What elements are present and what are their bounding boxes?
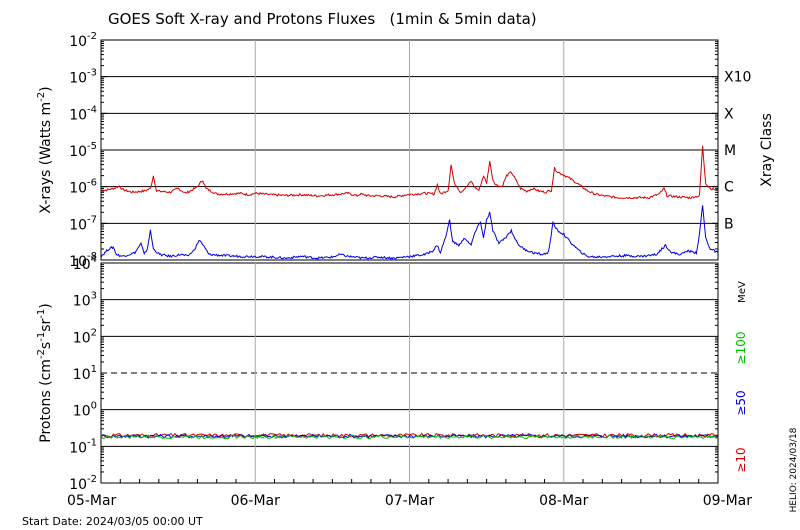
proton-y-tick-label: 102 bbox=[73, 327, 97, 346]
proton-y-tick-label: 101 bbox=[73, 364, 97, 383]
proton-series-group bbox=[100, 432, 719, 440]
proton-y-tick-label: 103 bbox=[73, 291, 97, 310]
xray-class-label: M bbox=[724, 143, 736, 159]
energy-threshold-label: ≥10 bbox=[734, 447, 748, 472]
xray-y-tick-label: 10-3 bbox=[69, 68, 97, 87]
xray-y-axis-label: X-rays (Watts m-2) bbox=[36, 86, 54, 213]
chart-title: GOES Soft X-ray and Protons Fluxes (1min… bbox=[108, 10, 537, 28]
xray-series-line bbox=[100, 145, 719, 200]
xray-grid bbox=[101, 39, 718, 261]
xray-y-tick-label: 10-8 bbox=[69, 251, 97, 270]
proton-y-tick-labels: 104 103 102 101 100 10-1 10-2 bbox=[69, 254, 97, 493]
x-tick-labels: 05-Mar 06-Mar 07-Mar 08-Mar 09-Mar bbox=[67, 493, 752, 509]
proton-series-line bbox=[100, 434, 719, 440]
x-tick-label: 08-Mar bbox=[539, 493, 589, 509]
proton-y-axis-label: Protons (cm-2s-1sr-1) bbox=[36, 303, 54, 442]
xray-y-tick-labels: 10-2 10-3 10-4 10-5 10-6 10-7 10-8 bbox=[69, 31, 97, 270]
xray-y-tick-label: 10-5 bbox=[69, 141, 97, 160]
mev-unit-label: MeV bbox=[737, 281, 748, 303]
proton-y-tick-label: 100 bbox=[73, 401, 97, 420]
x-tick-label: 05-Mar bbox=[67, 493, 117, 509]
start-date-label: Start Date: 2024/03/05 00:00 UT bbox=[22, 515, 203, 528]
x-tick-label: 07-Mar bbox=[385, 493, 435, 509]
energy-threshold-labels: ≥100 ≥50 ≥10 bbox=[734, 332, 748, 473]
xray-class-label: B bbox=[724, 216, 734, 232]
xray-y-tick-label: 10-7 bbox=[69, 214, 97, 233]
xray-series-line bbox=[100, 205, 719, 261]
energy-threshold-label: ≥50 bbox=[734, 390, 748, 415]
xray-class-title: Xray Class bbox=[759, 113, 775, 187]
helio-credit: HELIO: 2024/03/18 bbox=[789, 427, 799, 512]
energy-threshold-label: ≥100 bbox=[734, 332, 748, 365]
proton-y-tick-label: 104 bbox=[73, 254, 97, 273]
x-tick-label: 09-Mar bbox=[703, 493, 753, 509]
proton-grid bbox=[101, 263, 718, 483]
proton-y-tick-label: 10-2 bbox=[69, 474, 97, 493]
xray-class-label: X bbox=[724, 106, 734, 122]
proton-y-tick-label: 10-1 bbox=[69, 437, 97, 456]
xray-y-tick-label: 10-4 bbox=[69, 104, 97, 123]
xray-class-label: X10 bbox=[724, 70, 751, 86]
xray-y-tick-label: 10-2 bbox=[69, 31, 97, 50]
xray-class-label: C bbox=[724, 180, 734, 196]
xray-class-labels: X10 X M C B bbox=[712, 70, 751, 232]
xray-series-group bbox=[100, 145, 719, 261]
xray-y-tick-label: 10-6 bbox=[69, 178, 97, 197]
x-tick-label: 06-Mar bbox=[231, 493, 281, 509]
